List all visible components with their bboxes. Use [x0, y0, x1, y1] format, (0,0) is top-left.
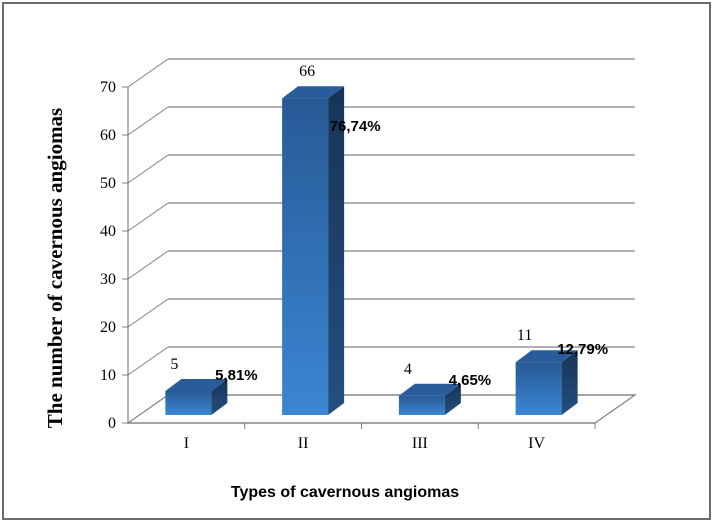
data-labels: 5 5,81% 66 76,74% 4 4,65% 11 12,79%: [170, 63, 608, 389]
percent-label: 12,79%: [557, 341, 608, 358]
bar-iii: [398, 395, 445, 415]
bar-top-iii: [398, 383, 461, 396]
gridline-diagonal: [127, 346, 169, 376]
bar-side-iv: [561, 350, 578, 415]
y-tick-label: 40: [100, 223, 116, 240]
y-tick-label: 50: [100, 175, 116, 192]
y-tick-label: 10: [100, 367, 116, 384]
bar-iv: [515, 362, 562, 415]
percent-label: 76,74%: [330, 118, 381, 135]
gridline-diagonal: [127, 250, 169, 280]
bar-ii: [282, 98, 329, 415]
gridline-diagonal: [127, 58, 169, 88]
value-label: 66: [299, 63, 315, 80]
x-tick-label: IV: [528, 435, 545, 452]
x-tick-label: III: [412, 435, 428, 452]
value-label: 4: [404, 361, 412, 378]
value-label: 5: [170, 356, 178, 373]
y-tick-label: 60: [100, 127, 116, 144]
bar-side-iii: [444, 383, 461, 415]
bar-top-i: [165, 379, 228, 391]
x-tick-label: II: [298, 435, 309, 452]
percent-label: 4,65%: [449, 372, 492, 389]
y-tick-label: 30: [100, 271, 116, 288]
bar-top-ii: [282, 86, 345, 99]
bar-i: [165, 391, 212, 415]
value-label: 11: [517, 327, 532, 344]
y-tick-label: 20: [100, 319, 116, 336]
y-tick-label: 0: [108, 415, 116, 432]
y-axis-title: The number of cavernous angiomas: [43, 108, 67, 428]
bars: [165, 86, 578, 415]
gridline-diagonal: [127, 106, 169, 136]
x-axis-title: Types of cavernous angiomas: [231, 484, 459, 501]
bar-top-iv: [515, 350, 578, 363]
y-tick-label: 70: [100, 79, 116, 96]
bar-side-ii: [328, 86, 345, 415]
gridline-diagonal: [127, 298, 169, 328]
x-tick-label: I: [184, 435, 189, 452]
gridline-diagonal: [127, 154, 169, 184]
percent-label: 5,81%: [215, 367, 258, 384]
gridline-diagonal: [127, 202, 169, 232]
